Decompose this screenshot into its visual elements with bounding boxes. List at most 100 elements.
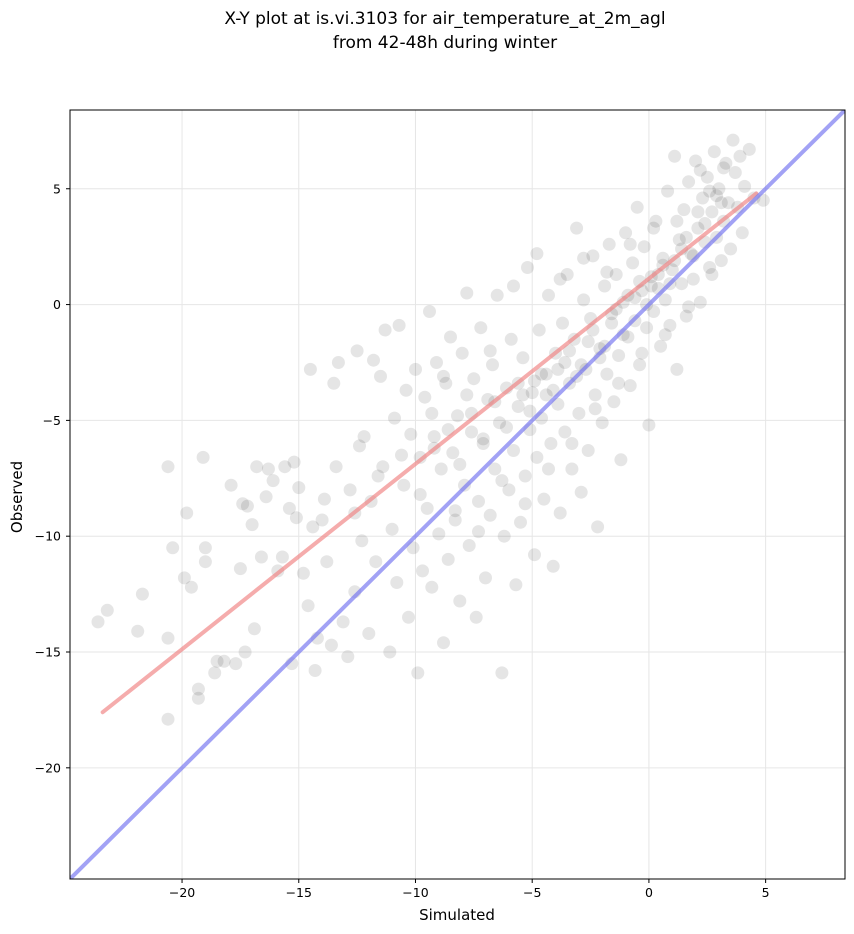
scatter-point xyxy=(556,316,569,330)
scatter-point xyxy=(411,666,425,680)
scatter-point xyxy=(236,497,250,511)
scatter-point xyxy=(551,362,565,376)
y-axis-ticks: −20 −15 −10 −5 0 5 xyxy=(35,181,70,775)
scatter-point xyxy=(689,154,703,168)
scatter-point xyxy=(714,254,728,268)
scatter-point xyxy=(682,300,696,314)
scatter-point xyxy=(516,388,530,402)
scatter-point xyxy=(388,411,401,425)
scatter-point xyxy=(507,444,520,457)
scatter-point xyxy=(630,200,644,214)
scatter-point xyxy=(350,344,364,358)
scatter-point xyxy=(637,240,651,254)
scatter-point xyxy=(336,615,350,629)
scatter-point xyxy=(432,527,446,541)
scatter-point xyxy=(735,226,749,240)
scatter-point xyxy=(341,650,355,664)
scatter-point xyxy=(180,506,194,520)
scatter-point xyxy=(434,462,448,476)
scatter-point xyxy=(623,379,637,393)
scatter-point xyxy=(693,295,707,309)
scatter-point xyxy=(135,587,149,601)
scatter-point xyxy=(416,564,429,578)
scatter-point xyxy=(497,529,511,543)
scatter-point xyxy=(577,293,591,307)
one-to-one-line xyxy=(70,110,845,879)
x-axis-ticks: −20 −15 −10 −5 0 5 xyxy=(169,879,770,900)
scatter-point xyxy=(371,469,385,483)
scatter-point xyxy=(261,462,275,476)
scatter-point xyxy=(714,196,728,210)
scatter-point xyxy=(238,645,252,659)
scatter-point xyxy=(523,404,537,418)
scatter-point xyxy=(490,288,504,302)
scatter-point xyxy=(467,372,481,386)
scatter-point xyxy=(383,645,397,659)
scatter-point xyxy=(551,397,565,411)
scatter-point xyxy=(728,166,742,179)
scatter-point xyxy=(726,133,740,147)
scatter-point xyxy=(229,657,243,671)
scatter-point xyxy=(525,386,539,400)
scatter-point xyxy=(191,691,205,705)
scatter-point xyxy=(663,318,677,332)
scatter-point xyxy=(558,425,572,439)
scatter-point xyxy=(282,501,296,515)
scatter-point xyxy=(502,483,516,497)
x-tick-label: 5 xyxy=(762,885,770,900)
scatter-point xyxy=(500,420,513,434)
scatter-point xyxy=(198,541,212,555)
y-tick-label: −15 xyxy=(35,645,61,660)
chart-subtitle: from 42-48h during winter xyxy=(333,33,557,53)
scatter-point xyxy=(640,321,654,335)
scatter-point xyxy=(511,400,525,413)
scatter-point xyxy=(658,293,672,307)
scatter-point xyxy=(287,455,301,469)
scatter-point xyxy=(621,330,635,344)
scatter-point xyxy=(686,272,700,286)
scatter-point xyxy=(703,184,717,198)
scatter-point xyxy=(455,346,469,360)
scatter-point xyxy=(362,627,376,640)
scatter-point xyxy=(357,430,371,444)
scatter-point xyxy=(679,230,693,244)
scatter-point xyxy=(198,555,212,569)
scatter-point xyxy=(581,444,595,457)
scatter-point xyxy=(476,432,490,446)
x-tick-label: −5 xyxy=(523,885,541,900)
x-tick-label: −20 xyxy=(169,885,195,900)
scatter-point xyxy=(254,550,268,564)
scatter-point xyxy=(397,478,411,492)
scatter-point xyxy=(208,666,222,680)
scatter-point xyxy=(572,406,586,420)
scatter-point xyxy=(528,548,541,562)
scatter-point xyxy=(656,251,670,265)
scatter-point xyxy=(324,638,338,652)
scatter-point xyxy=(577,251,591,265)
scatter-point xyxy=(296,566,310,580)
scatter-point xyxy=(672,233,686,247)
scatter-point xyxy=(303,362,317,376)
scatter-point xyxy=(668,149,682,163)
scatter-point xyxy=(633,358,647,372)
scatter-point xyxy=(535,367,548,381)
scatter-point xyxy=(602,237,616,251)
scatter-point xyxy=(588,388,602,402)
scatter-point xyxy=(469,610,483,624)
scatter-point xyxy=(537,492,551,506)
scatter-point xyxy=(250,460,264,474)
scatter-point xyxy=(483,344,497,358)
scatter-point xyxy=(586,249,600,263)
scatter-point xyxy=(530,450,544,464)
y-axis-label: Observed xyxy=(8,461,26,533)
scatter-point xyxy=(626,256,640,270)
scatter-point xyxy=(317,492,331,506)
scatter-point xyxy=(495,474,509,488)
chart-title: X-Y plot at is.vi.3103 for air_temperatu… xyxy=(224,9,665,29)
scatter-point xyxy=(707,145,721,159)
scatter-point xyxy=(647,305,661,318)
scatter-point xyxy=(546,559,560,573)
scatter-point xyxy=(679,309,693,323)
scatter-point xyxy=(259,490,273,504)
scatter-point xyxy=(670,362,684,376)
